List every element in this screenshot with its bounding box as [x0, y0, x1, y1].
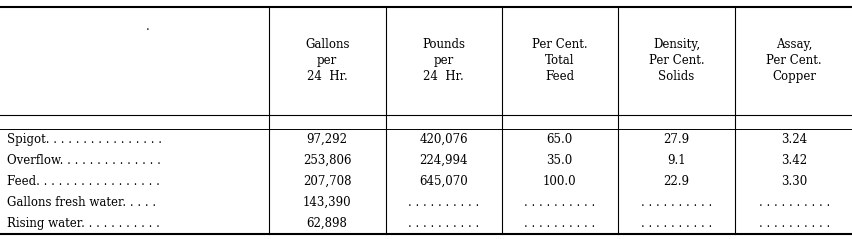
Text: 3.24: 3.24 — [780, 133, 806, 146]
Text: Spigot. . . . . . . . . . . . . . . .: Spigot. . . . . . . . . . . . . . . . — [7, 133, 162, 146]
Text: Gallons
per
24  Hr.: Gallons per 24 Hr. — [304, 38, 349, 83]
Text: .: . — [146, 20, 149, 33]
Text: 253,806: 253,806 — [302, 154, 351, 167]
Text: . . . . . . . . . .: . . . . . . . . . . — [523, 196, 595, 209]
Text: . . . . . . . . . .: . . . . . . . . . . — [523, 217, 595, 230]
Text: 207,708: 207,708 — [302, 175, 351, 188]
Text: . . . . . . . . . .: . . . . . . . . . . — [757, 196, 829, 209]
Text: . . . . . . . . . .: . . . . . . . . . . — [407, 196, 479, 209]
Text: . . . . . . . . . .: . . . . . . . . . . — [640, 196, 711, 209]
Text: 27.9: 27.9 — [663, 133, 688, 146]
Text: Gallons fresh water. . . . .: Gallons fresh water. . . . . — [7, 196, 156, 209]
Text: Pounds
per
24  Hr.: Pounds per 24 Hr. — [422, 38, 464, 83]
Text: 65.0: 65.0 — [546, 133, 572, 146]
Text: Rising water. . . . . . . . . . .: Rising water. . . . . . . . . . . — [7, 217, 159, 230]
Text: 420,076: 420,076 — [418, 133, 468, 146]
Text: 62,898: 62,898 — [307, 217, 347, 230]
Text: 35.0: 35.0 — [546, 154, 572, 167]
Text: 3.30: 3.30 — [780, 175, 806, 188]
Text: Overflow. . . . . . . . . . . . . .: Overflow. . . . . . . . . . . . . . — [7, 154, 160, 167]
Text: Density,
Per Cent.
Solids: Density, Per Cent. Solids — [648, 38, 704, 83]
Text: . . . . . . . . . .: . . . . . . . . . . — [407, 217, 479, 230]
Text: . . . . . . . . . .: . . . . . . . . . . — [640, 217, 711, 230]
Text: 3.42: 3.42 — [780, 154, 806, 167]
Text: 100.0: 100.0 — [542, 175, 576, 188]
Text: 224,994: 224,994 — [419, 154, 467, 167]
Text: Per Cent.
Total
Feed: Per Cent. Total Feed — [531, 38, 587, 83]
Text: 9.1: 9.1 — [666, 154, 685, 167]
Text: 97,292: 97,292 — [306, 133, 348, 146]
Text: Assay,
Per Cent.
Copper: Assay, Per Cent. Copper — [765, 38, 821, 83]
Text: . . . . . . . . . .: . . . . . . . . . . — [757, 217, 829, 230]
Text: 143,390: 143,390 — [302, 196, 351, 209]
Text: 645,070: 645,070 — [418, 175, 468, 188]
Text: 22.9: 22.9 — [663, 175, 688, 188]
Text: Feed. . . . . . . . . . . . . . . . .: Feed. . . . . . . . . . . . . . . . . — [7, 175, 159, 188]
